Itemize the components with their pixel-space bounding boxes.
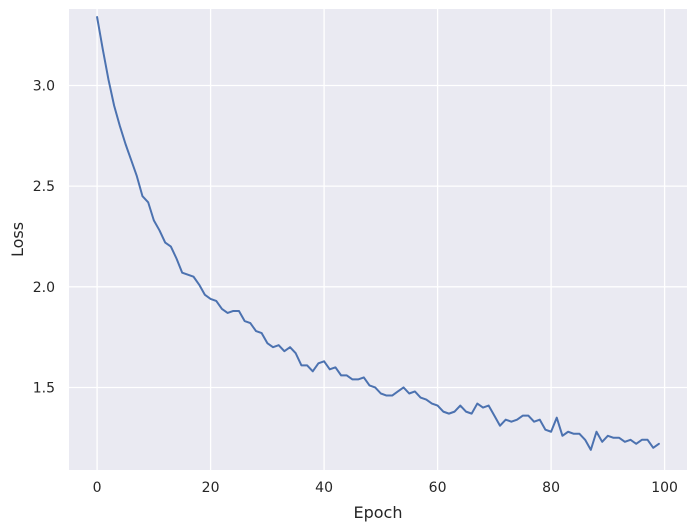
y-tick-label: 2.0 [33, 280, 55, 296]
grid-lines [69, 9, 687, 470]
x-tick-label: 80 [542, 480, 560, 496]
y-axis-label: Loss [8, 222, 27, 257]
plot-background [69, 9, 687, 470]
x-tick-label: 100 [651, 480, 678, 496]
loss-series-line [96, 16, 660, 451]
x-tick-label: 40 [315, 480, 333, 496]
x-axis-label: Epoch [354, 503, 403, 522]
x-axis-ticks: 0 20 40 60 80 100 [93, 480, 678, 496]
y-axis-ticks: 1.5 2.0 2.5 3.0 [33, 78, 55, 396]
series-layer [96, 16, 660, 451]
y-tick-label: 3.0 [33, 78, 55, 94]
y-tick-label: 1.5 [33, 380, 55, 396]
x-tick-label: 20 [202, 480, 220, 496]
y-tick-label: 2.5 [33, 179, 55, 195]
x-tick-label: 60 [429, 480, 447, 496]
x-tick-label: 0 [93, 480, 102, 496]
